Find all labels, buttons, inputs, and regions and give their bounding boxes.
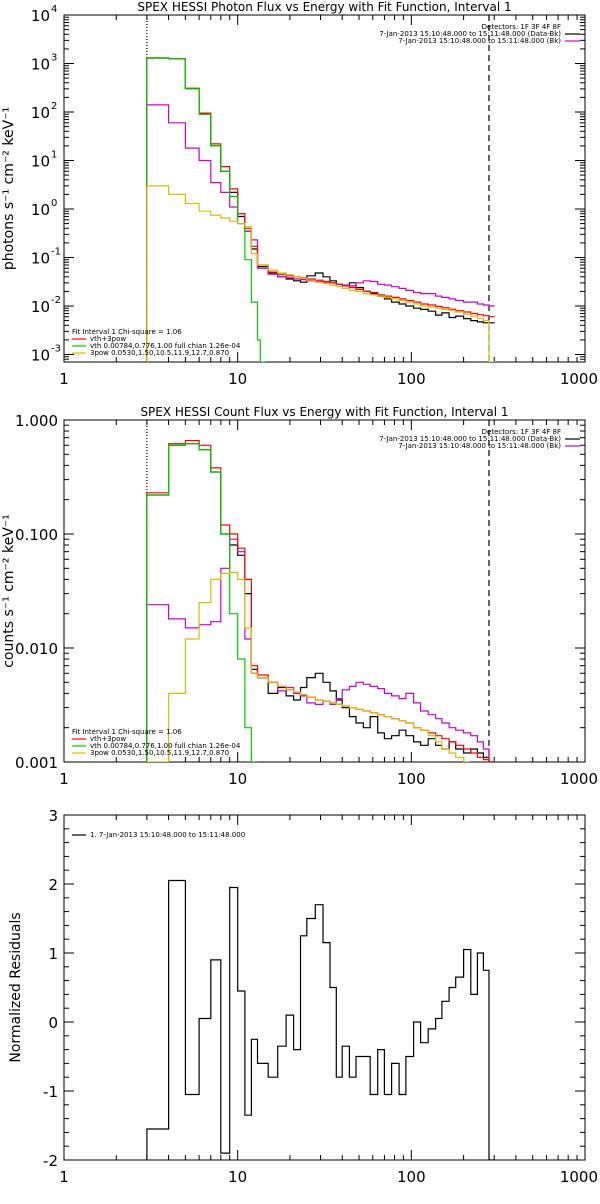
x-tick-label: 1000: [560, 1168, 598, 1186]
y-tick-label: 10: [31, 298, 50, 316]
legend-entry: 1. 7-Jan-2013 15:10:48.000 to 15:11:48.0…: [90, 831, 245, 839]
legend-entry: 7-Jan-2013 15:10:48.000 to 15:11:48.000 …: [379, 30, 561, 38]
x-tick-label: 1: [59, 770, 69, 788]
y-tick-exponent: 0: [51, 198, 57, 209]
x-tick-label: 100: [397, 1168, 426, 1186]
series-line-2: [146, 538, 495, 762]
x-tick-label: 10: [228, 1168, 247, 1186]
chart-panel-3: 1 10 100 1000 -2 -1 0 1 2 3 Normalized Residuals 1.…: [8, 807, 598, 1186]
legend-entry: vth 0.00784,0.776,1.00 full chian 1.26e-…: [90, 342, 241, 350]
x-tick-label: 1000: [560, 370, 598, 388]
y-tick-label: 10: [31, 346, 50, 364]
legend-entry: Fit Interval 1 Chi-square = 1.06: [72, 728, 182, 736]
x-tick-label: 1000: [560, 770, 598, 788]
y-tick-exponent: 3: [51, 52, 57, 63]
chart-title: SPEX HESSI Count Flux vs Energy with Fit…: [140, 405, 508, 419]
y-tick-label: 3: [48, 807, 58, 825]
series-line-2: [146, 104, 495, 362]
chart-title: SPEX HESSI Photon Flux vs Energy with Fi…: [137, 0, 511, 14]
x-tick-label: 1: [59, 1168, 69, 1186]
plot-frame: [63, 814, 586, 1161]
y-tick-label: 1: [48, 945, 58, 963]
y-tick-label: 10: [31, 7, 50, 25]
x-tick-label: 100: [397, 770, 426, 788]
y-tick-label: 2: [48, 876, 58, 894]
y-tick-label: 10: [31, 152, 50, 170]
series-line-4: [146, 57, 267, 362]
legend-entry: 3pow 0.0530,1.50,10.5,11.9,12.7,0.870: [90, 349, 229, 357]
x-tick-label: 10: [228, 370, 247, 388]
y-tick-label: -2: [43, 1152, 58, 1170]
y-tick-label: 10: [31, 104, 50, 122]
legend-entry: 3pow 0.0530,1.50,10.5,11.9,12.7,0.870: [90, 749, 229, 757]
series-line-5: [146, 571, 470, 762]
legend-entry: Detectors: 1F 3F 4F 8F: [482, 428, 561, 436]
y-tick-exponent: 1: [51, 149, 57, 160]
y-tick-label: 1.000: [15, 412, 58, 430]
y-tick-exponent: 2: [51, 101, 57, 112]
legend-entry: 7-Jan-2013 15:10:48.000 to 15:11:48.000 …: [398, 442, 561, 450]
x-tick-label: 100: [397, 370, 426, 388]
legend-entry: vth+3pow: [90, 335, 126, 343]
y-tick-label: 0: [48, 1014, 58, 1032]
y-tick-exponent: -3: [51, 343, 61, 354]
y-axis-label: Normalized Residuals: [8, 912, 24, 1062]
y-tick-label: 0.100: [15, 526, 58, 544]
plot-frame: [63, 14, 586, 363]
legend-entry: Fit Interval 1 Chi-square = 1.06: [72, 328, 182, 336]
y-tick-exponent: -2: [51, 295, 61, 306]
series-line-1: [146, 879, 495, 1160]
x-tick-label: 1: [59, 370, 69, 388]
y-axis-label: photons s⁻¹ cm⁻² keV⁻¹: [1, 107, 17, 270]
legend-entry: 7-Jan-2013 15:10:48.000 to 15:11:48.000 …: [379, 435, 561, 443]
y-tick-label: 10: [31, 55, 50, 73]
y-tick-label: 10: [31, 201, 50, 219]
chart-panel-1: SPEX HESSI Photon Flux vs Energy with Fi…: [1, 0, 598, 388]
y-tick-label: 0.001: [15, 754, 58, 772]
legend-entry: Detectors: 1F 3F 4F 8F: [482, 23, 561, 31]
chart-panel-2: SPEX HESSI Count Flux vs Energy with Fit…: [1, 405, 598, 788]
legend-entry: vth+3pow: [90, 735, 126, 743]
y-tick-label: 0.010: [15, 640, 58, 658]
legend-entry: 7-Jan-2013 15:10:48.000 to 15:11:48.000 …: [398, 37, 561, 45]
plot-frame: [63, 419, 586, 763]
y-tick-label: 10: [31, 249, 50, 267]
x-tick-label: 10: [228, 770, 247, 788]
legend-entry: vth 0.00784,0.776,1.00 full chian 1.26e-…: [90, 742, 241, 750]
y-tick-exponent: 4: [51, 4, 57, 15]
y-axis-label: counts s⁻¹ cm⁻² keV⁻¹: [1, 514, 17, 668]
series-line-5: [146, 185, 495, 362]
series-line-4: [146, 443, 258, 762]
series-line-3: [146, 440, 495, 762]
y-tick-exponent: -1: [51, 246, 61, 257]
y-tick-label: -1: [43, 1083, 58, 1101]
